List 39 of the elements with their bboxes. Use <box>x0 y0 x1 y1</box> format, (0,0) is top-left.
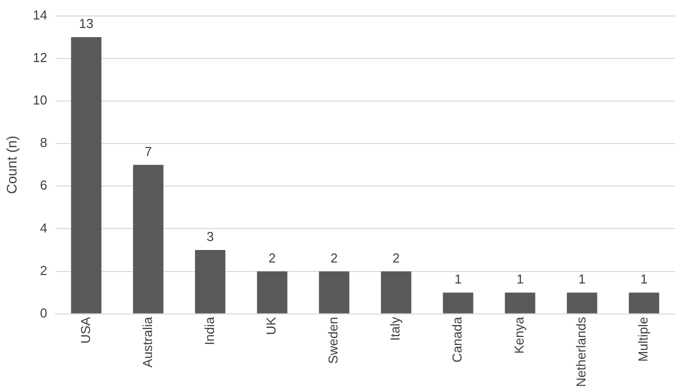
x-tick-label: Sweden <box>326 316 341 364</box>
x-tick-label: UK <box>264 316 279 335</box>
bar <box>628 292 660 314</box>
data-label: 13 <box>79 16 94 32</box>
bar <box>195 250 226 314</box>
x-tick-label: Canada <box>450 316 465 362</box>
bar <box>71 37 102 314</box>
y-tick-label: 0 <box>40 305 48 320</box>
data-label: 1 <box>516 272 524 287</box>
bar <box>442 292 474 314</box>
x-tick-label: Multiple <box>636 316 651 362</box>
bar <box>380 271 412 314</box>
x-tick-label: Australia <box>140 316 155 368</box>
y-tick-label: 12 <box>32 50 48 65</box>
data-label: 3 <box>206 229 214 244</box>
y-tick-label: 14 <box>32 7 48 22</box>
data-label: 1 <box>454 272 462 287</box>
y-tick-label: 6 <box>40 178 48 193</box>
bar <box>566 292 598 314</box>
data-label: 2 <box>330 250 338 266</box>
bar <box>256 271 288 314</box>
data-label: 2 <box>268 250 276 266</box>
y-tick-label: 2 <box>40 262 48 278</box>
bar <box>318 271 350 314</box>
x-tick-label: India <box>202 316 217 346</box>
x-tick-label: USA <box>78 316 93 344</box>
y-tick-label: 10 <box>32 92 48 108</box>
x-tick-label: Italy <box>388 316 403 341</box>
y-tick-label: 4 <box>40 220 48 236</box>
y-axis-title: Count (n) <box>3 136 20 194</box>
x-tick-label: Kenya <box>512 316 527 354</box>
bar <box>504 292 536 314</box>
bar <box>133 164 164 314</box>
data-label: 1 <box>640 272 648 287</box>
data-label: 2 <box>392 250 400 266</box>
data-label: 1 <box>578 272 586 287</box>
data-label: 7 <box>144 144 152 159</box>
x-tick-label: Netherlands <box>574 316 589 388</box>
y-tick-label: 8 <box>40 135 48 150</box>
